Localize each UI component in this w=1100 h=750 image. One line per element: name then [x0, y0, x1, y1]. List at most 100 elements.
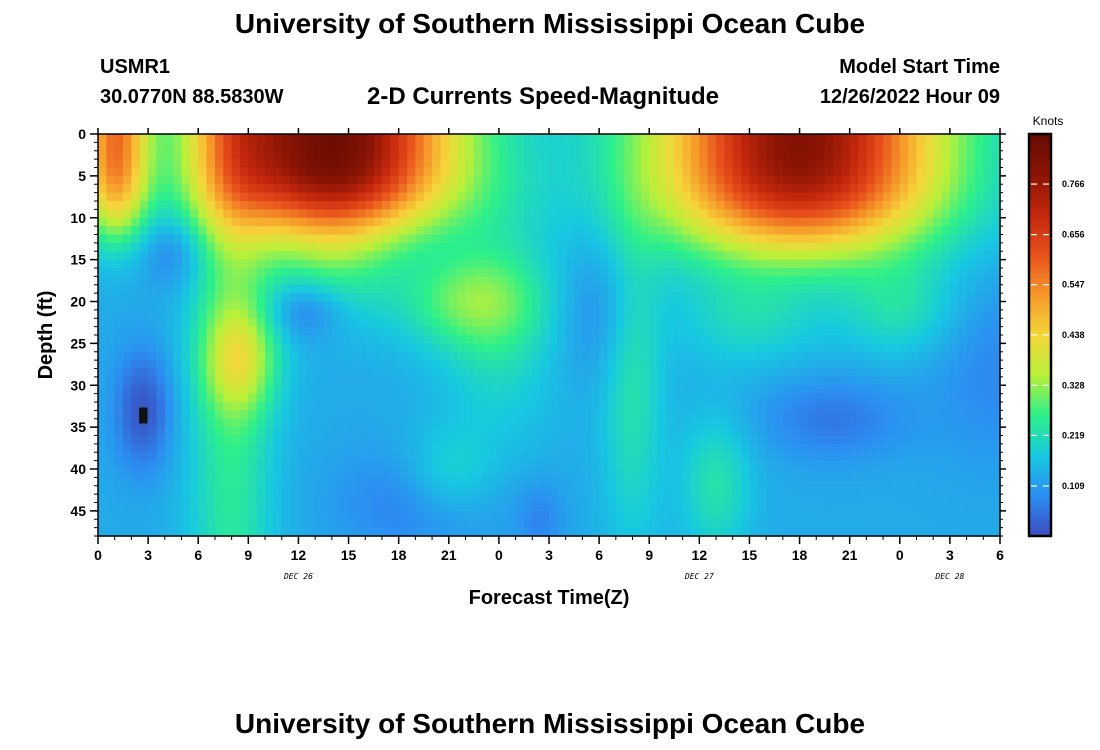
heatmap-cell — [532, 293, 542, 303]
heatmap-cell — [407, 184, 416, 194]
heatmap-cell — [549, 376, 558, 386]
heatmap-cell — [958, 175, 968, 185]
heatmap-cell — [440, 175, 450, 185]
heatmap-cell — [398, 368, 408, 378]
heatmap-cell — [732, 259, 742, 269]
heatmap-cell — [256, 360, 266, 370]
heatmap-cell — [899, 217, 909, 227]
heatmap-cell — [824, 510, 834, 520]
heatmap-cell — [949, 293, 959, 303]
heatmap-cell — [290, 242, 300, 252]
heatmap-cell — [465, 477, 475, 487]
heatmap-cell — [974, 201, 984, 210]
heatmap-cell — [565, 209, 575, 219]
heatmap-cell — [741, 510, 751, 520]
heatmap-cell — [807, 343, 817, 353]
heatmap-cell — [457, 142, 467, 152]
heatmap-cell — [448, 443, 458, 453]
heatmap-cell — [181, 309, 191, 319]
heatmap-cell — [448, 485, 458, 495]
heatmap-cell — [899, 494, 909, 504]
heatmap-cell — [816, 209, 826, 219]
heatmap-cell — [181, 351, 191, 361]
heatmap-cell — [482, 134, 492, 143]
heatmap-cell — [139, 502, 149, 512]
heatmap-cell — [732, 175, 742, 185]
heatmap-cell — [106, 234, 116, 244]
heatmap-cell — [256, 251, 266, 261]
heatmap-cell — [231, 142, 241, 152]
heatmap-cell — [657, 368, 667, 378]
heatmap-cell — [724, 142, 734, 152]
heatmap-cell — [574, 184, 584, 194]
heatmap-cell — [891, 209, 901, 219]
heatmap-cell — [348, 251, 358, 261]
heatmap-cell — [473, 268, 483, 277]
heatmap-cell — [891, 452, 901, 462]
heatmap-cell — [198, 309, 208, 319]
heatmap-cell — [490, 150, 500, 160]
heatmap-cell — [774, 301, 784, 311]
heatmap-cell — [883, 318, 893, 328]
heatmap-cell — [807, 192, 817, 202]
heatmap-cell — [248, 326, 258, 336]
heatmap-cell — [749, 268, 759, 277]
heatmap-cell — [841, 368, 851, 378]
heatmap-cell — [632, 502, 642, 512]
heatmap-cell — [432, 469, 442, 478]
heatmap-cell — [874, 335, 884, 344]
heatmap-cell — [958, 343, 968, 353]
heatmap-cell — [507, 209, 517, 219]
heatmap-cell — [340, 284, 350, 294]
heatmap-cell — [432, 268, 442, 277]
heatmap-cell — [256, 134, 266, 143]
heatmap-cell — [432, 234, 442, 244]
heatmap-cell — [741, 159, 751, 169]
heatmap-cell — [106, 460, 116, 470]
heatmap-cell — [732, 284, 742, 294]
heatmap-cell — [891, 393, 901, 403]
heatmap-cell — [741, 402, 751, 411]
heatmap-cell — [657, 209, 667, 219]
heatmap-cell — [490, 159, 500, 169]
heatmap-cell — [373, 251, 383, 261]
heatmap-cell — [381, 159, 391, 169]
heatmap-cell — [206, 427, 216, 437]
heatmap-cell — [381, 134, 391, 143]
heatmap-cell — [432, 510, 442, 520]
heatmap-cell — [958, 418, 968, 428]
heatmap-cell — [741, 175, 751, 185]
heatmap-cell — [607, 502, 617, 512]
heatmap-cell — [390, 309, 400, 319]
heatmap-cell — [841, 209, 851, 219]
heatmap-cell — [682, 251, 692, 261]
heatmap-cell — [832, 234, 842, 244]
heatmap-cell — [699, 443, 709, 453]
heatmap-cell — [164, 184, 174, 194]
heatmap-cell — [131, 402, 141, 411]
heatmap-cell — [131, 326, 141, 336]
heatmap-cell — [924, 469, 934, 478]
heatmap-cell — [607, 268, 617, 277]
heatmap-cell — [607, 418, 617, 428]
heatmap-cell — [674, 226, 684, 236]
heatmap-cell — [924, 142, 934, 152]
heatmap-cell — [532, 159, 542, 169]
heatmap-cell — [958, 259, 968, 269]
heatmap-cell — [741, 385, 751, 395]
heatmap-cell — [173, 402, 183, 411]
heatmap-cell — [256, 485, 266, 495]
heatmap-cell — [891, 460, 901, 470]
heatmap-cell — [741, 351, 751, 361]
heatmap-cell — [273, 142, 283, 152]
heatmap-cell — [883, 402, 893, 411]
heatmap-cell — [799, 427, 809, 437]
heatmap-cell — [248, 469, 258, 478]
heatmap-cell — [181, 335, 191, 344]
heatmap-cell — [565, 217, 575, 227]
heatmap-cell — [640, 469, 650, 478]
heatmap-cell — [590, 335, 600, 344]
heatmap-cell — [123, 226, 133, 236]
heatmap-cell — [407, 393, 416, 403]
heatmap-cell — [98, 201, 107, 210]
